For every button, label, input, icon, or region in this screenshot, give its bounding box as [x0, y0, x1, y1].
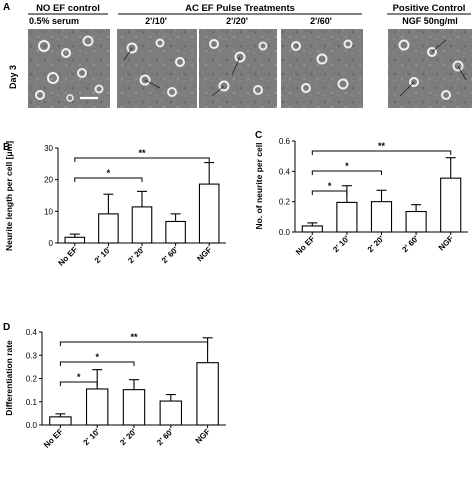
bar	[165, 220, 186, 244]
significance-label: *	[345, 161, 349, 171]
x-tick-label: NGF	[194, 427, 212, 445]
y-tick-label: 0.4	[279, 167, 291, 176]
bar	[370, 201, 393, 233]
micrograph-2-20	[199, 29, 277, 108]
significance-bracket	[59, 361, 135, 366]
x-tick-label: No EF	[42, 427, 65, 450]
x-tick-label: No EF	[294, 234, 317, 257]
bar	[122, 389, 146, 426]
group-header-pulse: AC EF Pulse Treatments	[185, 3, 295, 14]
significance-label: **	[378, 141, 386, 151]
bar	[196, 362, 219, 426]
significance-label: *	[95, 352, 99, 362]
y-tick-label: 30	[44, 144, 53, 153]
y-axis-label: No. of neurite per cell	[254, 143, 264, 230]
x-tick-label: 2' 20'	[118, 427, 138, 447]
bar	[64, 236, 86, 244]
significance-bracket	[59, 341, 209, 346]
group-header-control: NO EF control	[36, 3, 100, 14]
micrograph-2-60	[281, 29, 363, 108]
sublabel-2-10: 2'/10'	[145, 16, 167, 26]
sublabel-2-60: 2'/60'	[310, 16, 332, 26]
bar	[440, 177, 462, 233]
x-tick-label: 2' 60'	[160, 245, 180, 265]
significance-label: **	[138, 148, 146, 158]
bar	[336, 201, 358, 233]
x-tick-label: 2' 10'	[93, 245, 113, 265]
x-tick-label: 2' 60'	[155, 427, 175, 447]
panel-label-a: A	[3, 2, 10, 13]
bar	[301, 225, 323, 233]
significance-label: *	[77, 372, 81, 382]
x-tick-label: 2' 10'	[331, 234, 351, 254]
x-tick-label: 2' 20'	[366, 234, 386, 254]
y-tick-label: 0.0	[279, 228, 291, 237]
significance-label: *	[328, 181, 332, 191]
significance-label: *	[107, 168, 111, 178]
significance-bracket	[74, 177, 143, 182]
charts-layer: 0 10 20 30 Neurite length per cell [μm] No EF…	[4, 137, 468, 450]
significance-bracket	[311, 150, 452, 155]
y-tick-label: 0.4	[26, 328, 38, 337]
y-tick-label: 0	[49, 239, 54, 248]
y-tick-label: 0.1	[26, 398, 38, 407]
y-tick-label: 0.0	[26, 421, 38, 430]
bar	[198, 183, 220, 244]
bar	[49, 416, 72, 426]
y-axis-label: Differentiation rate	[4, 340, 14, 416]
y-tick-label: 0.3	[26, 351, 38, 360]
y-tick-label: 0.2	[279, 198, 291, 207]
micrograph-2-10	[117, 29, 197, 108]
micrograph-ngf	[388, 29, 472, 108]
x-tick-label: NGF	[437, 234, 455, 252]
chart-d: 0.0 0.1 0.2 0.3 0.4 Differentiation rate No EF…	[4, 328, 226, 450]
bar	[85, 388, 109, 426]
sublabel-2-20: 2'/20'	[226, 16, 248, 26]
group-header-positive: Positive Control	[393, 3, 466, 14]
y-tick-label: 20	[44, 176, 53, 185]
y-axis-label: Neurite length per cell [μm]	[4, 141, 14, 251]
x-tick-label: NGF	[195, 245, 213, 263]
sublabel-control: 0.5% serum	[29, 16, 79, 26]
significance-label: **	[130, 332, 138, 342]
y-tick-label: 0.6	[279, 137, 291, 146]
significance-bracket	[74, 157, 210, 162]
panel-label-b: B	[3, 142, 10, 153]
micrograph-control	[28, 29, 110, 108]
significance-bracket	[311, 190, 348, 195]
x-tick-label: 2' 10'	[82, 427, 102, 447]
y-tick-label: 0.2	[26, 375, 38, 384]
chart-b: 0 10 20 30 Neurite length per cell [μm] No EF…	[4, 141, 226, 268]
panel-label-c: C	[255, 130, 262, 141]
bar	[131, 206, 153, 244]
significance-bracket	[59, 381, 98, 386]
panel-label-d: D	[3, 322, 10, 333]
x-tick-label: No EF	[57, 245, 80, 268]
row-label-day3: Day 3	[8, 65, 18, 89]
x-tick-label: 2' 20'	[126, 245, 146, 265]
bar	[405, 210, 427, 233]
sublabel-ngf: NGF 50ng/ml	[402, 16, 458, 26]
bar	[159, 400, 183, 426]
significance-bracket	[311, 170, 382, 175]
y-tick-label: 10	[44, 207, 53, 216]
x-tick-label: 2' 60'	[400, 234, 420, 254]
chart-c: 0.0 0.2 0.4 0.6 No. of neurite per cell No EF…	[254, 137, 468, 257]
bar	[98, 213, 119, 244]
